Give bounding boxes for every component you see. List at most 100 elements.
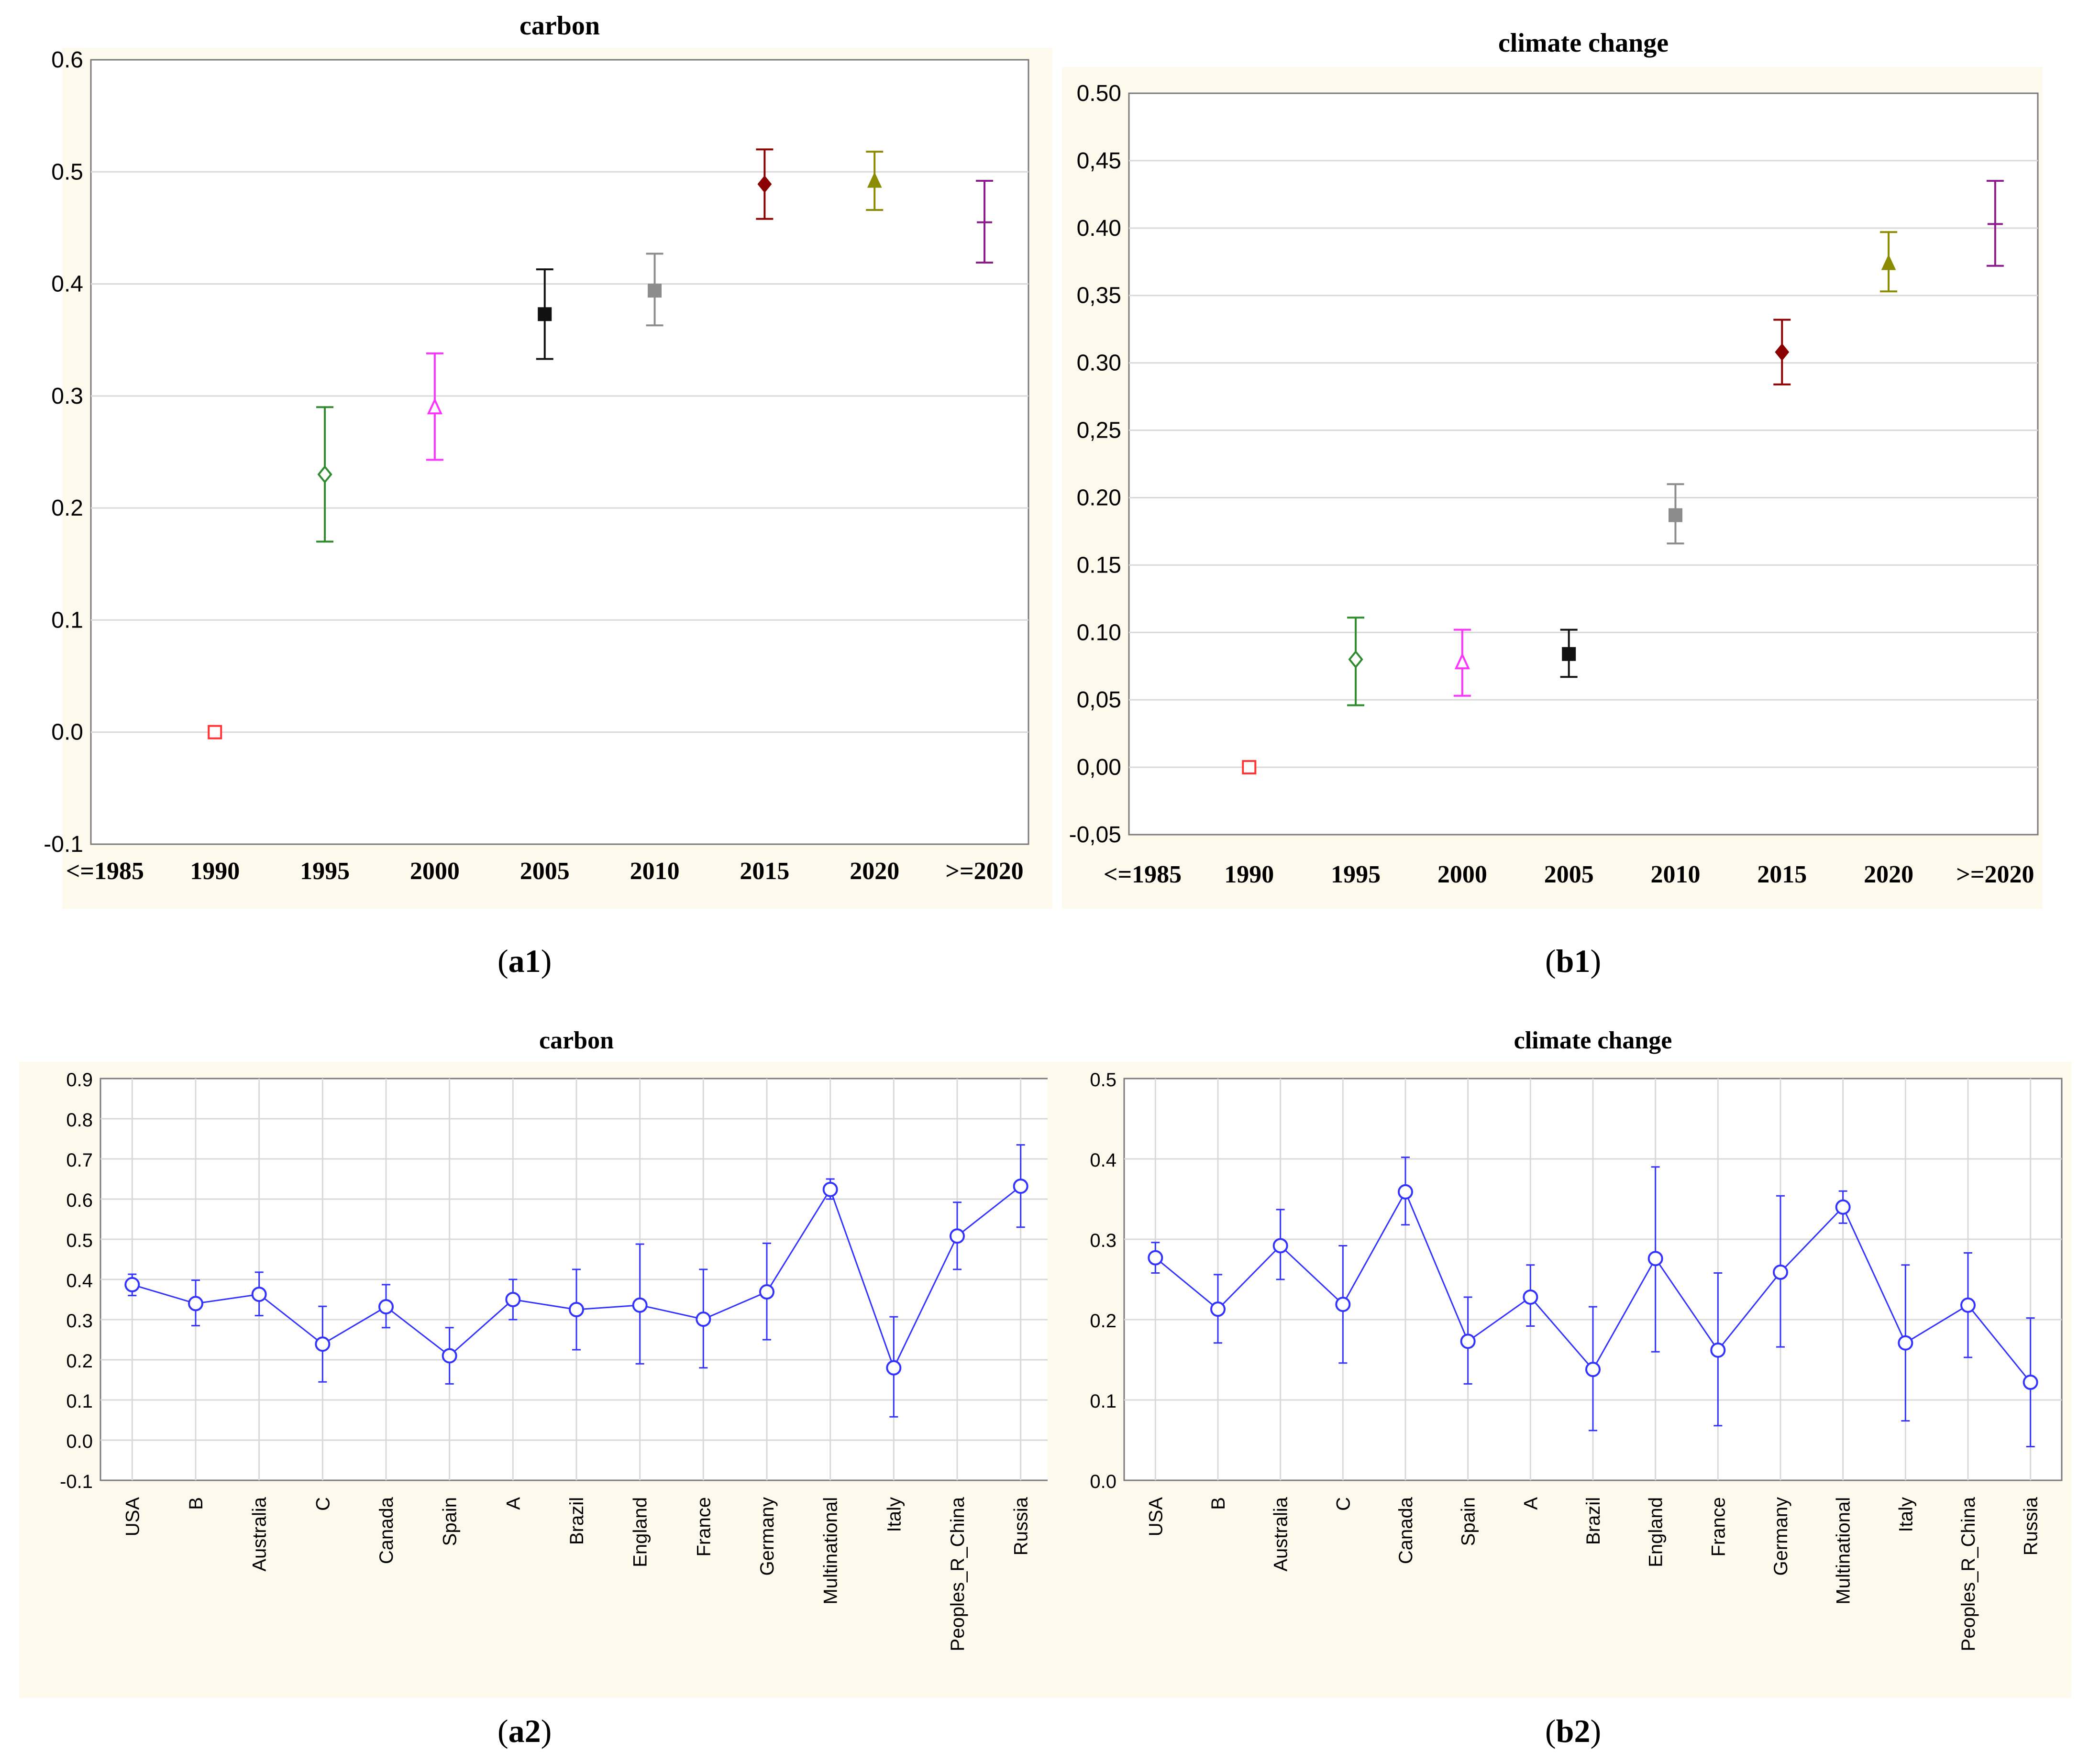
x-tick-label: C [312,1497,333,1511]
y-tick-label: 0.2 [1090,1311,1116,1332]
data-point-group [378,1284,394,1329]
y-tick-label: -0.1 [60,1471,93,1492]
data-point-marker [1835,1199,1851,1215]
x-tick-label: Brazil [1583,1497,1604,1545]
data-point-group [1013,1144,1028,1228]
caption-b1-label: b1 [1556,943,1591,979]
data-point-group [1960,1252,1976,1358]
y-tick-label: 0.6 [66,1190,93,1211]
y-tick-label: 0,25 [1077,418,1121,443]
y-tick-label: 0.4 [66,1270,93,1291]
data-point-marker [696,1311,711,1327]
data-point-group [569,1268,584,1351]
caption-b2-label: b2 [1556,1713,1591,1749]
y-tick-label: 0.9 [66,1069,93,1091]
data-point-marker [505,1292,521,1307]
caption-a1-label: a1 [508,943,541,979]
x-tick-label: Italy [1895,1497,1916,1532]
data-point-group [1560,628,1578,678]
caption-b2-open: ( [1545,1713,1556,1749]
data-point-group [1460,1296,1476,1385]
y-tick-label: 0.6 [51,47,83,73]
x-tick-label: 2020 [850,858,899,885]
data-point-marker [1523,1289,1538,1305]
data-point-marker [632,1297,648,1313]
data-point-marker [208,725,222,739]
x-tick-label: 2015 [740,858,789,885]
data-point-group [251,1271,267,1317]
x-tick-label: 2005 [1544,861,1594,888]
y-tick-label: 0.7 [66,1150,93,1171]
y-tick-label: 0.40 [1077,216,1121,241]
data-point-group [1335,1245,1351,1364]
x-tick-label: 2010 [1650,861,1700,888]
x-tick-label: 2010 [630,858,680,885]
data-point-group [1398,1157,1413,1226]
data-point-group [1773,319,1791,386]
y-tick-label: 0.2 [66,1351,93,1372]
y-tick-label: 0,35 [1077,283,1121,309]
data-point-group [1710,1272,1726,1427]
x-tick-label: B [1208,1497,1229,1510]
data-point-group [950,1201,965,1270]
data-point-marker [1460,1333,1476,1349]
chart-b1: climate change -0,05 0,00 0,05 0.10 0.15 0.20 0… [1062,28,2043,909]
data-point-marker [188,1296,203,1311]
data-point-group [1453,628,1471,697]
data-point-group [426,352,443,461]
data-point-group [1347,617,1365,706]
data-point-group [1880,231,1898,293]
data-point-group [315,1305,331,1383]
x-tick-label: Spain [1458,1497,1479,1546]
data-point-marker [538,307,552,321]
data-point-marker [1454,652,1470,670]
caption-a2: (a2) [497,1712,552,1750]
data-point-group [316,406,334,543]
chart-panel-b1: climate change -0,05 0,00 0,05 0.10 0.15 0.20 0… [1062,0,2100,909]
data-point-group [696,1268,711,1369]
y-tick-label: 0.10 [1077,620,1121,645]
x-tick-label: 2015 [1757,861,1807,888]
chart-title: climate change [1514,1027,1672,1054]
data-point-group [756,148,774,220]
data-point-group [866,151,884,211]
data-point-marker [1242,760,1257,775]
data-point-group [1898,1264,1913,1422]
x-tick-label: 2005 [520,858,570,885]
caption-a1: (a1) [497,942,552,980]
x-tick-label: Italy [884,1497,905,1532]
data-point-marker [442,1348,457,1364]
data-point-marker [1335,1297,1351,1312]
data-point-group [886,1316,902,1418]
data-point-marker [1775,343,1790,361]
caption-b1: (b1) [1545,942,1601,980]
x-tick-label: Multinational [1833,1497,1854,1605]
x-tick-label: C [1333,1497,1354,1511]
chart-title: carbon [539,1027,614,1054]
chart-b2: climate change 0.0 0.1 0.2 0.3 0.4 0.5 USA B Aust… [1048,1027,2071,1698]
data-point-marker [1668,508,1682,522]
data-point-marker [1562,647,1576,661]
chart-a2: carbon -0.1 0.0 0.1 0.2 0.3 0.4 0.5 0.6 0.7 0.8 0.9… [19,1027,1048,1698]
x-tick-label: B [186,1497,207,1510]
caption-b2: (b2) [1545,1712,1601,1750]
y-tick-label: 0.1 [1090,1391,1116,1412]
data-point-marker [1348,650,1363,669]
x-tick-label: A [503,1497,524,1510]
chart-title: climate change [1498,28,1669,58]
data-point-group [124,1273,140,1297]
caption-b1-close: ) [1590,943,1602,979]
x-tick-label: USA [122,1497,143,1537]
x-tick-label: France [1708,1497,1729,1557]
x-tick-label: 2000 [410,858,460,885]
y-tick-label: 0.5 [51,159,83,185]
caption-b2-close: ) [1590,1713,1602,1749]
data-point-group [536,268,553,360]
y-tick-label: 0.15 [1077,552,1121,578]
data-point-group [505,1278,521,1321]
y-tick-label: 0,45 [1077,148,1121,174]
data-point-marker [427,397,443,415]
chart-panel-b2: climate change 0.0 0.1 0.2 0.3 0.4 0.5 USA B Aust… [1048,1024,2071,1703]
x-tick-label: USA [1145,1497,1166,1537]
y-tick-label: 0,05 [1077,687,1121,713]
